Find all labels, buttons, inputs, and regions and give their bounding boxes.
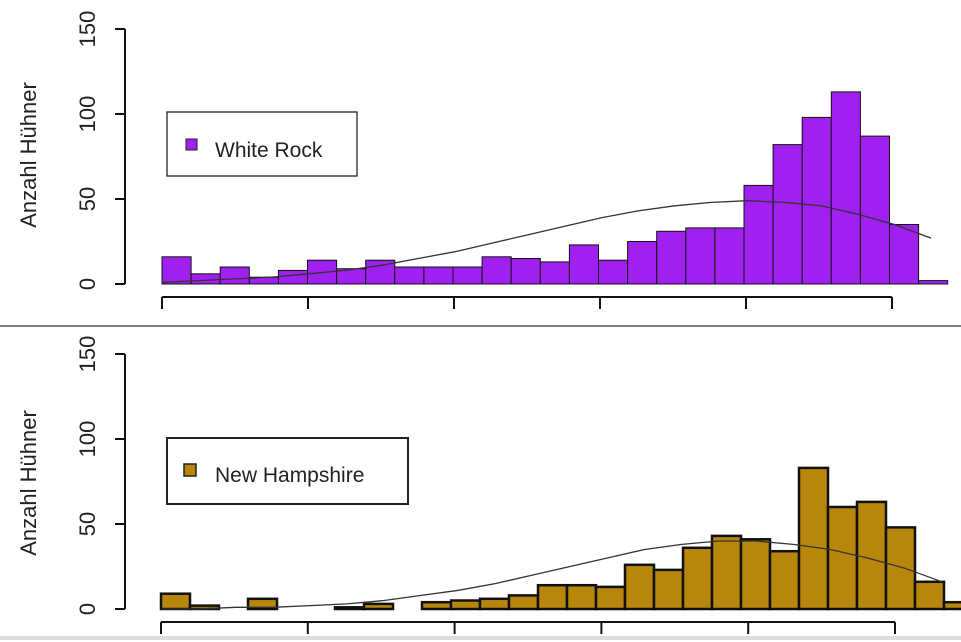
histogram-bar [681,546,714,611]
density-curve-bottom [161,540,943,610]
y-tick-label: 0 [75,603,100,615]
histogram-bar [510,258,541,285]
histogram-bar [161,256,192,285]
histogram-bar [623,563,656,611]
histogram-bar [714,227,745,285]
histogram-bar [772,144,803,285]
histogram-bar [190,273,221,285]
histogram-bar [685,227,716,285]
bars-top [161,91,949,285]
histogram-bar [889,224,920,285]
histogram-bar [565,583,598,611]
legend-box-top [166,111,358,177]
histogram-bar [656,230,687,285]
histogram-bar [801,116,832,285]
histogram-bar [362,602,395,611]
histogram-bar [333,606,366,611]
histogram-bar [942,600,961,611]
legend-swatch-bottom [183,463,197,477]
legend-box-bottom [166,437,409,505]
histogram-bar [219,266,250,285]
panel-top: 0 50 100 150 Anzahl Hühner White Rock [16,11,949,309]
histogram-bar [539,261,570,285]
histogram-bar [423,266,454,285]
y-tick-label: 100 [75,421,100,458]
histogram-bar [449,599,482,611]
histogram-bar [913,580,946,611]
histogram-bar [830,91,861,285]
y-tick-label: 150 [75,11,100,48]
histogram-bar [884,526,917,611]
y-tick-label: 150 [75,336,100,373]
x-axis-top [161,296,893,309]
legend-label-top: White Rock [215,139,323,162]
x-axis-bottom [160,621,896,634]
panel-bottom: 0 50 100 150 Anzahl Hühner New Hampshire [16,336,961,634]
histogram-bar [277,269,308,285]
histogram-bar [594,585,627,611]
histogram-bar [568,244,600,285]
y-tick-label: 100 [75,96,100,133]
histogram-bar [855,500,888,611]
legend-label-bottom: New Hampshire [215,464,364,487]
histogram-bar [826,505,859,611]
histogram-bar [739,538,772,611]
histogram-bar [797,466,830,611]
histogram-bar [918,280,949,285]
histogram-bar [859,135,891,285]
histogram-bar [420,600,453,611]
y-axis-label-top: Anzahl Hühner [16,82,41,228]
histogram-bar [452,266,483,285]
legend-swatch-top [185,138,198,151]
histogram-bar [159,592,192,611]
histogram-bar [768,549,801,611]
y-axis-label-bottom: Anzahl Hühner [16,410,41,556]
y-tick-label: 50 [75,187,100,211]
histogram-bar [394,266,425,285]
histogram-bar [478,597,511,611]
histogram-bar [507,594,540,611]
density-curve-top [161,200,932,283]
histogram-bar [598,259,629,285]
histogram-bar [710,534,743,611]
histogram-bar [652,568,685,611]
histogram-bar [481,256,512,285]
legend-top: White Rock [166,111,358,177]
y-tick-label: 50 [75,512,100,536]
histogram-bar [627,241,658,285]
legend-bottom: New Hampshire [166,437,409,505]
y-tick-label: 0 [75,278,100,290]
histogram-bar [536,583,569,611]
bars-bottom [159,466,961,611]
histogram-bar [246,597,279,611]
y-axis-bottom: 0 50 100 150 [75,336,126,615]
y-axis-top: 0 50 100 150 [75,11,126,290]
